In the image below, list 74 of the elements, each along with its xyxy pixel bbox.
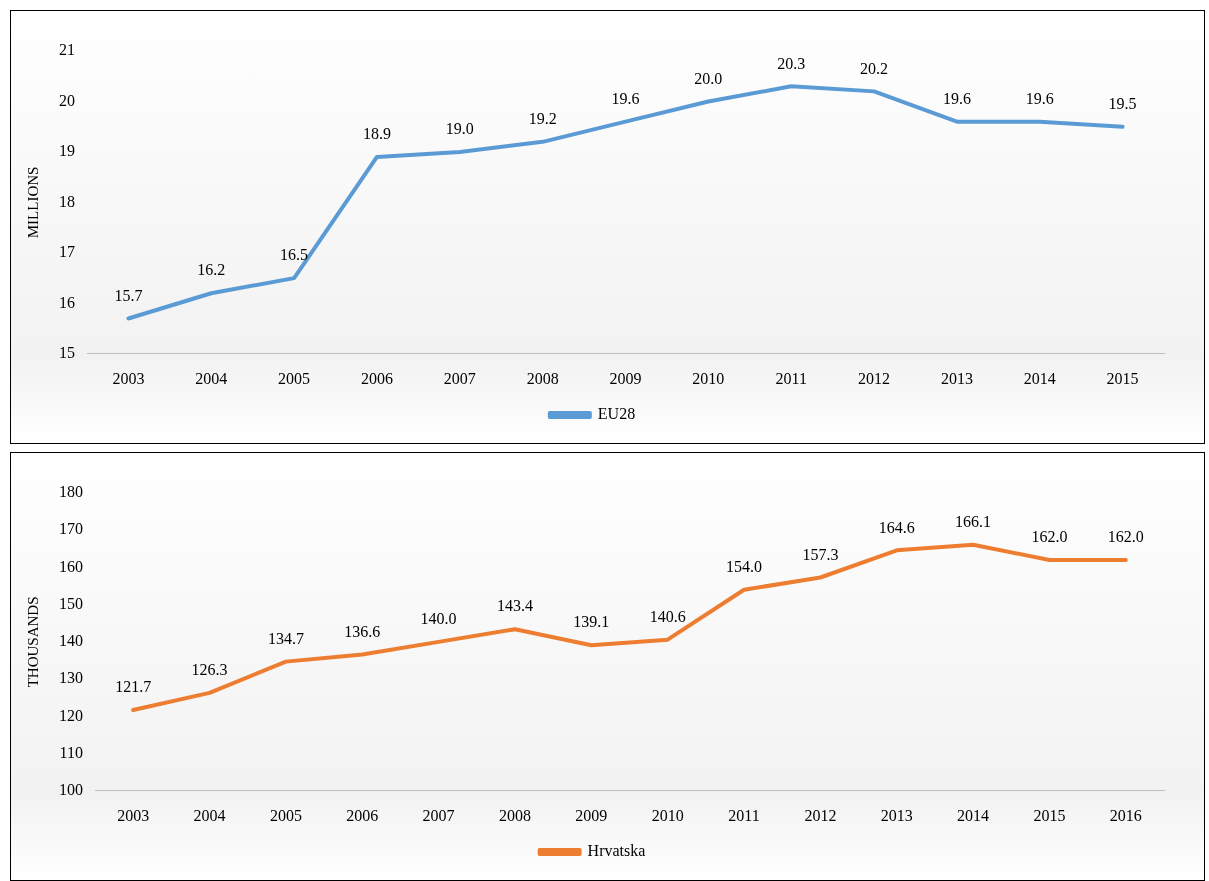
- legend-label: EU28: [597, 405, 636, 423]
- data-label: 18.9: [362, 125, 391, 143]
- x-tick-label: 2012: [858, 369, 891, 387]
- x-tick-label: 2005: [278, 369, 311, 387]
- x-tick-label: 2004: [195, 369, 228, 387]
- y-tick-label: 19: [59, 142, 75, 160]
- x-tick-label: 2015: [1033, 806, 1066, 824]
- y-tick-label: 170: [59, 520, 83, 538]
- y-tick-label: 17: [59, 243, 75, 261]
- x-tick-label: 2004: [193, 806, 226, 824]
- y-tick-label: 18: [59, 192, 75, 210]
- data-label: 19.6: [1025, 89, 1054, 107]
- data-label: 139.1: [573, 613, 610, 631]
- data-label: 154.0: [726, 557, 763, 575]
- y-tick-label: 110: [59, 743, 83, 761]
- data-label: 121.7: [115, 678, 152, 696]
- data-label: 20.2: [860, 59, 889, 77]
- x-tick-label: 2012: [804, 806, 837, 824]
- y-tick-label: 140: [59, 632, 83, 650]
- y-tick-label: 180: [59, 483, 83, 501]
- data-label: 140.0: [420, 610, 457, 628]
- data-label: 19.2: [528, 110, 557, 128]
- data-label: 15.7: [114, 286, 143, 304]
- y-tick-label: 160: [59, 557, 83, 575]
- x-tick-label: 2008: [526, 369, 559, 387]
- y-tick-label: 130: [59, 669, 83, 687]
- x-tick-label: 2011: [728, 806, 760, 824]
- data-label: 164.6: [878, 518, 915, 536]
- data-label: 140.6: [649, 607, 686, 625]
- data-label: 143.4: [496, 597, 533, 615]
- x-tick-label: 2003: [112, 369, 145, 387]
- data-label: 19.6: [611, 89, 640, 107]
- x-tick-label: 2006: [346, 806, 379, 824]
- data-label: 19.6: [942, 89, 971, 107]
- x-tick-label: 2010: [692, 369, 725, 387]
- x-tick-label: 2007: [443, 369, 476, 387]
- data-label: 136.6: [344, 622, 381, 640]
- y-tick-label: 120: [59, 706, 83, 724]
- x-tick-label: 2007: [422, 806, 455, 824]
- y-tick-label: 100: [59, 781, 83, 798]
- y-axis-title: MILLIONS: [24, 166, 41, 239]
- data-label: 126.3: [191, 661, 228, 679]
- x-tick-label: 2009: [609, 369, 642, 387]
- x-tick-label: 2011: [775, 369, 807, 387]
- x-tick-label: 2009: [575, 806, 608, 824]
- data-label: 162.0: [1107, 528, 1144, 546]
- x-tick-label: 2013: [880, 806, 913, 824]
- data-label: 19.5: [1108, 94, 1137, 112]
- x-tick-label: 2014: [957, 806, 990, 824]
- legend-label: Hrvatska: [587, 842, 646, 860]
- data-label: 166.1: [955, 512, 992, 530]
- x-tick-label: 2006: [360, 369, 393, 387]
- y-axis-title: THOUSANDS: [24, 596, 41, 688]
- data-label: 157.3: [802, 545, 839, 563]
- x-tick-label: 2010: [651, 806, 684, 824]
- x-tick-label: 2016: [1109, 806, 1142, 824]
- y-tick-label: 16: [59, 293, 75, 311]
- data-label: 162.0: [1031, 528, 1068, 546]
- data-label: 134.7: [267, 629, 304, 647]
- x-tick-label: 2013: [940, 369, 973, 387]
- y-tick-label: 21: [59, 41, 75, 59]
- x-tick-label: 2015: [1106, 369, 1139, 387]
- y-tick-label: 15: [59, 344, 75, 361]
- x-tick-label: 2014: [1023, 369, 1056, 387]
- x-tick-label: 2008: [498, 806, 531, 824]
- data-label: 19.0: [445, 120, 474, 138]
- data-label: 20.3: [777, 54, 806, 72]
- x-tick-label: 2003: [117, 806, 150, 824]
- y-tick-label: 150: [59, 594, 83, 612]
- data-label: 16.5: [280, 246, 309, 264]
- data-label: 20.0: [694, 69, 723, 87]
- y-tick-label: 20: [59, 91, 75, 109]
- x-tick-label: 2005: [269, 806, 302, 824]
- data-label: 16.2: [197, 261, 226, 279]
